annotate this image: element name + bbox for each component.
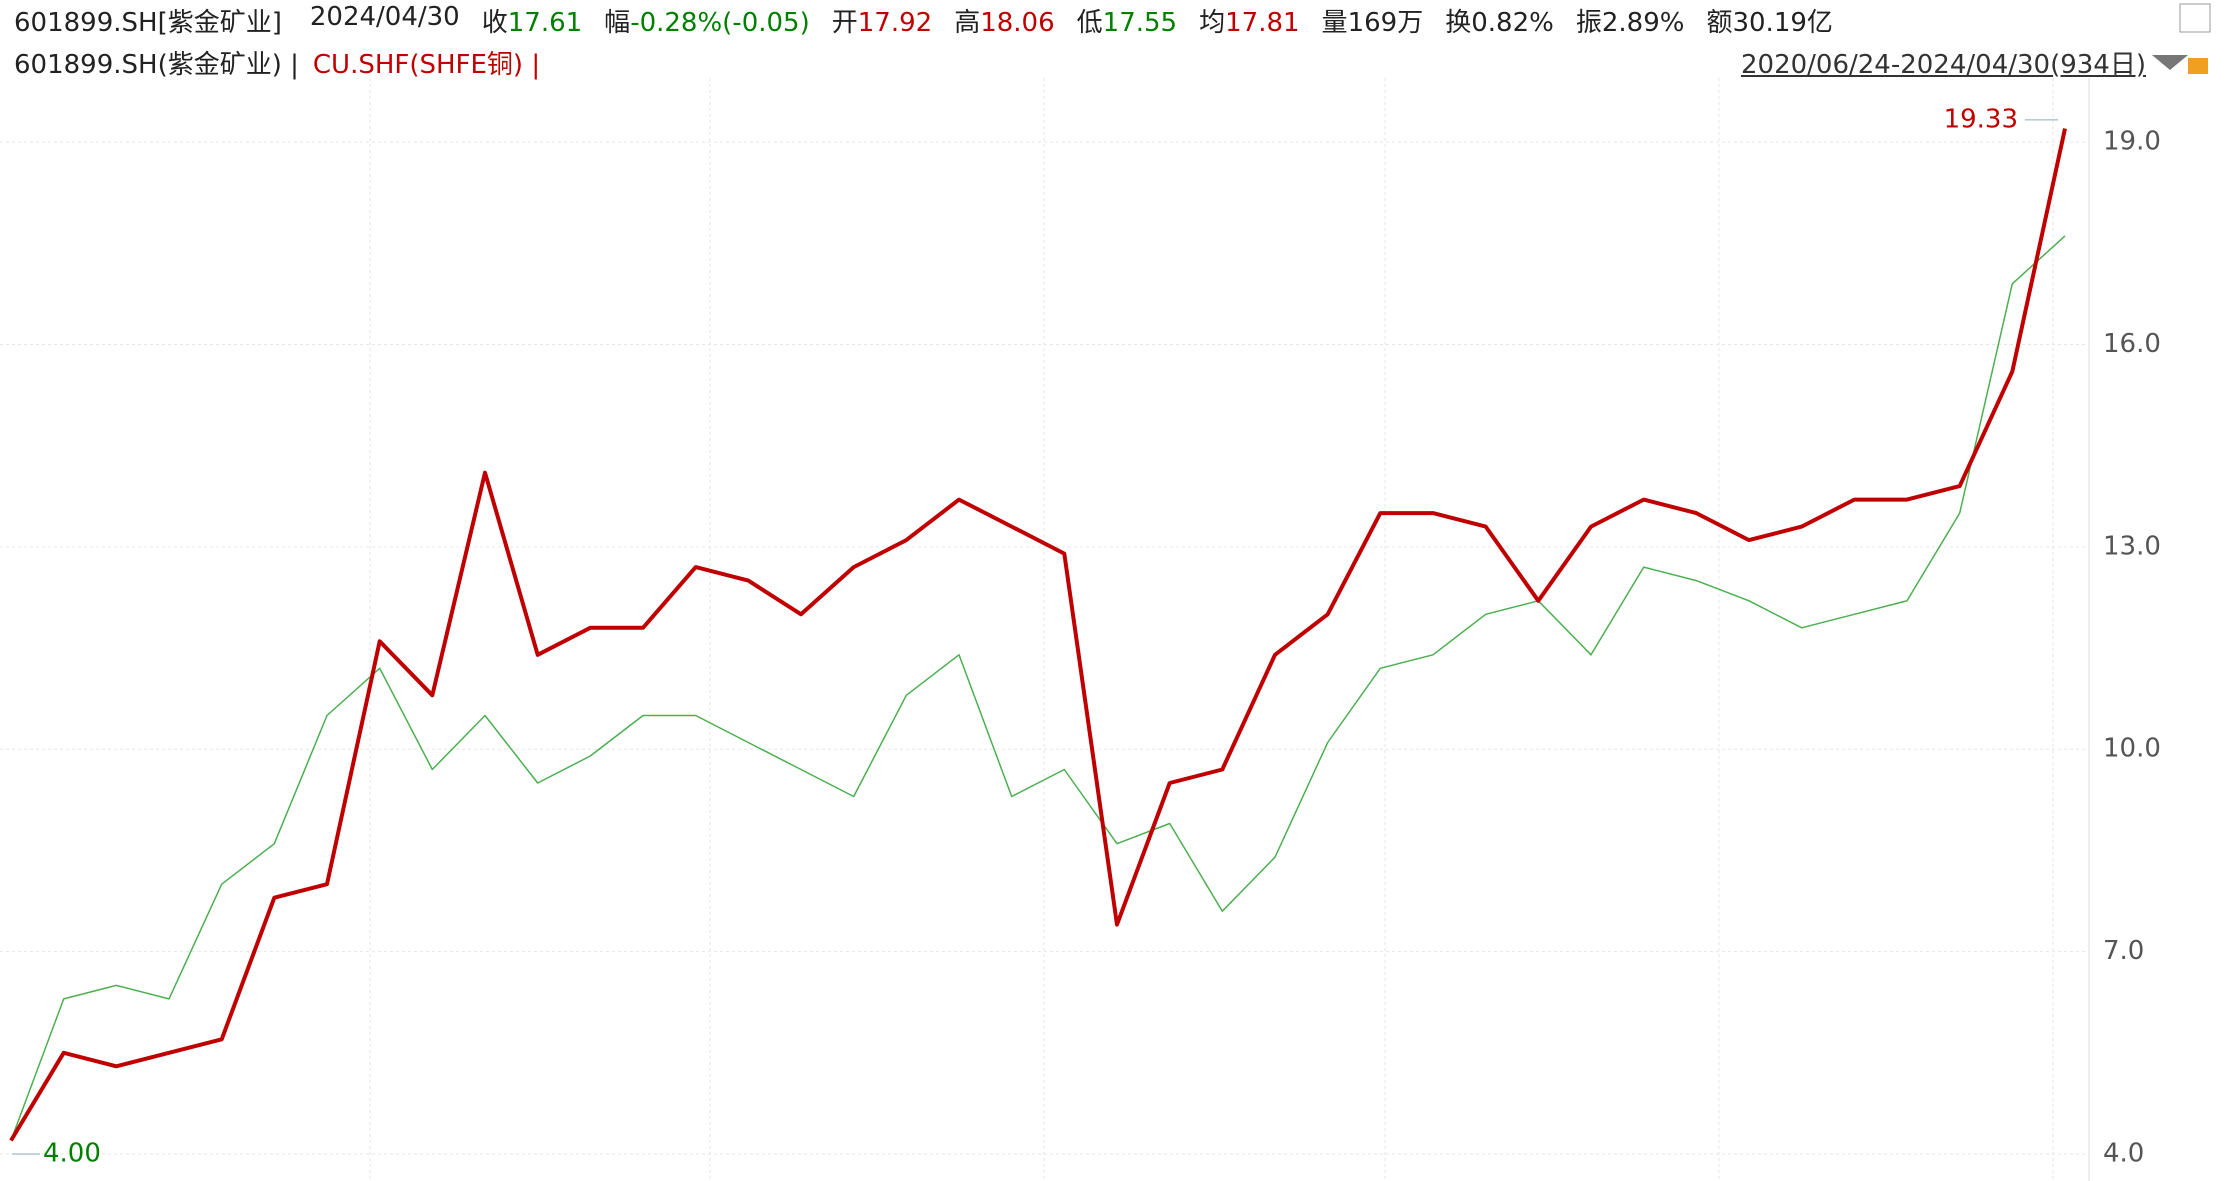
field-value: 2.89% [1601, 8, 1685, 38]
field-label: 换 [1445, 8, 1472, 38]
field-value: 30.19亿 [1732, 8, 1833, 38]
field-value: 17.55 [1102, 8, 1178, 38]
field-label: 均 [1199, 8, 1226, 38]
field-value: -0.28%(-0.05) [630, 8, 810, 38]
legend: 601899.SH(紫金矿业) | CU.SHF(SHFE铜) | [14, 44, 540, 81]
y-tick-label: 19.0 [2103, 127, 2161, 157]
quote-field: 均17.81 [1199, 2, 1299, 39]
annotation: 4.00 [43, 1139, 101, 1169]
quote-field: 量169万 [1322, 2, 1424, 39]
y-tick-label: 4.0 [2103, 1139, 2144, 1169]
series-line [9, 128, 2067, 1142]
field-value: 0.82% [1471, 8, 1554, 38]
field-value: 17.81 [1225, 8, 1300, 38]
quote-field: 高18.06 [954, 2, 1054, 39]
legend-main[interactable]: 601899.SH(紫金矿业) | [14, 50, 299, 80]
date-range[interactable]: 2020/06/24-2024/04/30(934日) [1740, 50, 2146, 80]
quote-field: 低17.55 [1077, 2, 1177, 39]
legend-overlay[interactable]: CU.SHF(SHFE铜) | [312, 50, 541, 80]
field-value: 18.06 [980, 8, 1055, 38]
quote-field: 换0.82% [1445, 2, 1554, 39]
dropdown-arrow[interactable] [2152, 55, 2188, 70]
field-value: 17.61 [507, 8, 583, 38]
field-label: 收 [481, 8, 508, 38]
icon[interactable] [2179, 3, 2211, 33]
quote-field: 收17.61 [482, 2, 582, 39]
field-label: 低 [1076, 8, 1103, 38]
y-tick-label: 16.0 [2103, 329, 2161, 359]
y-tick-label: 7.0 [2103, 936, 2144, 966]
y-tick-label: 13.0 [2103, 531, 2161, 561]
field-value: 17.92 [857, 8, 933, 38]
annotation: 19.33 [1944, 104, 2018, 134]
field-label: 高 [954, 8, 981, 38]
quote-field: 开17.92 [832, 2, 932, 39]
quote-field: 额30.19亿 [1706, 2, 1832, 39]
quote-bar: 601899.SH[紫金矿业] 2024/04/30 收17.61 幅-0.28%… [14, 2, 1833, 39]
field-label: 额 [1706, 8, 1733, 38]
symbol: 601899.SH[紫金矿业] [14, 8, 282, 38]
field-label: 开 [831, 8, 858, 38]
field-value: 169万 [1347, 8, 1424, 38]
date: 2024/04/30 [309, 2, 460, 32]
quote-field: 幅-0.28%(-0.05) [604, 2, 810, 39]
field-label: 振 [1575, 8, 1602, 38]
field-label: 幅 [604, 8, 631, 38]
lock-icon[interactable] [2188, 58, 2208, 74]
field-label: 量 [1321, 8, 1348, 38]
quote-field: 振2.89% [1576, 2, 1685, 39]
series-line [10, 235, 2066, 1141]
y-tick-label: 10.0 [2103, 734, 2161, 764]
